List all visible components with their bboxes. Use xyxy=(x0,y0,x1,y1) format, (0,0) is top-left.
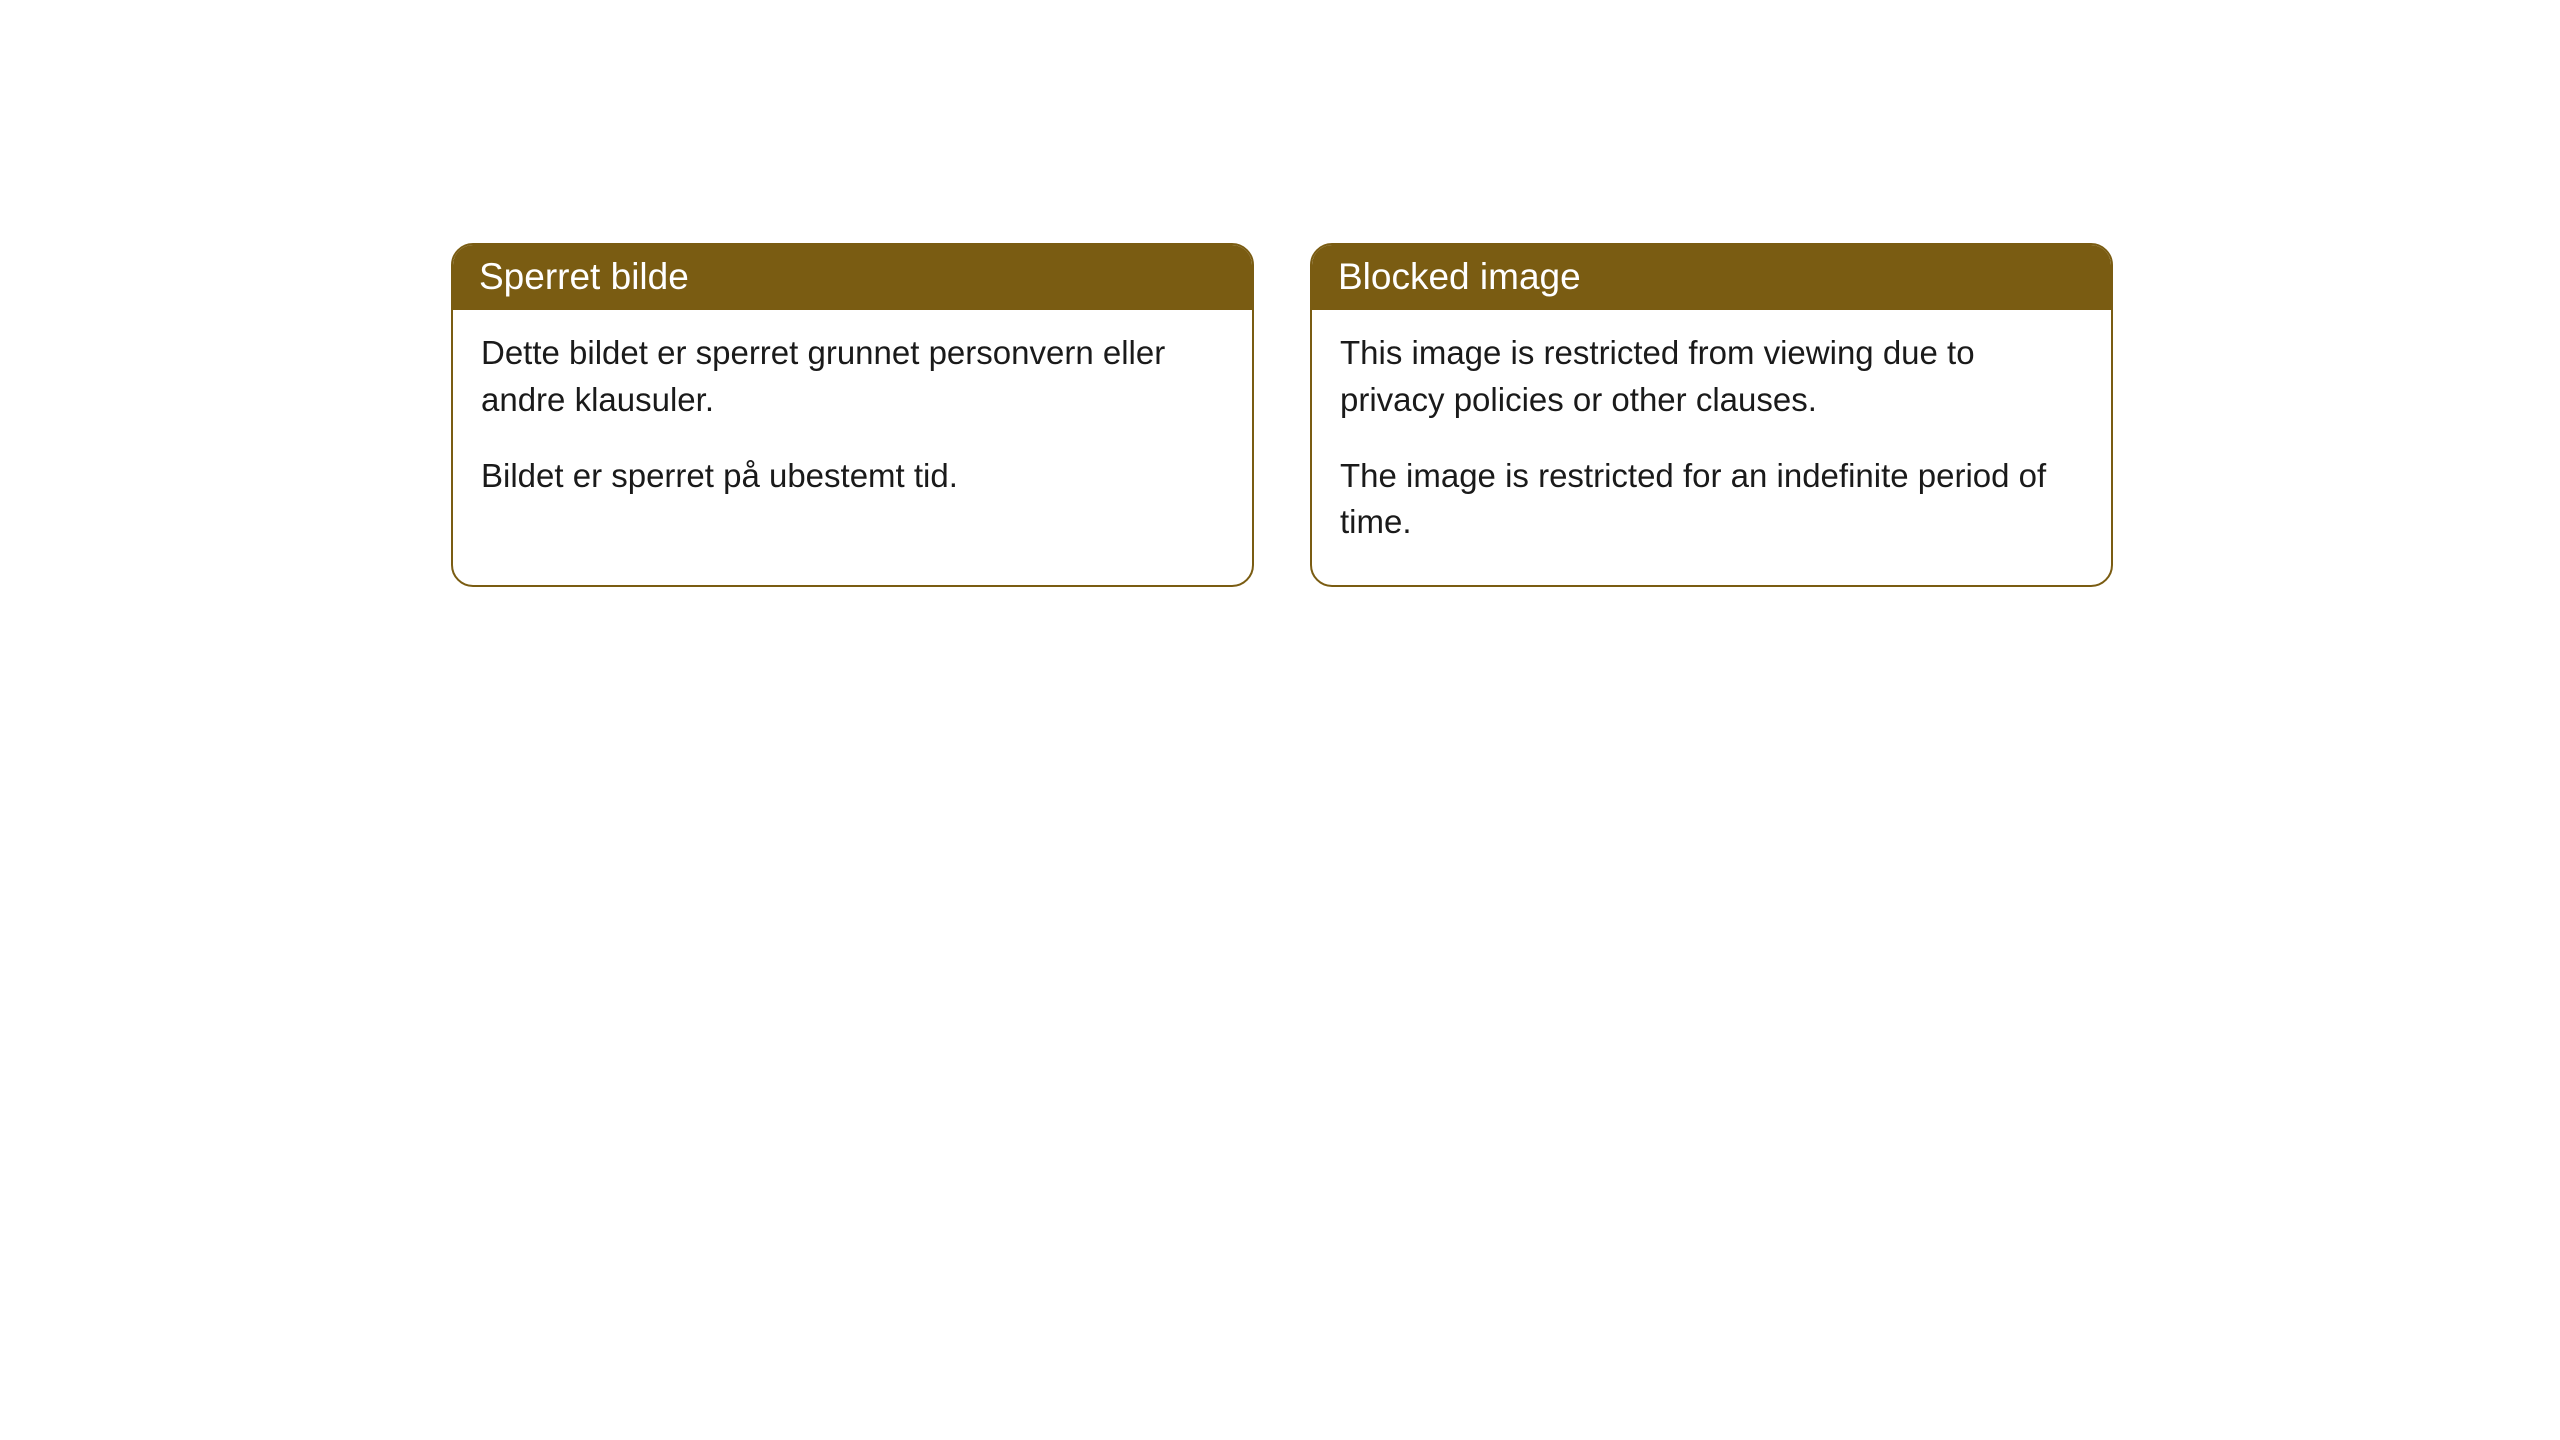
card-header-english: Blocked image xyxy=(1312,245,2111,310)
card-body-english: This image is restricted from viewing du… xyxy=(1312,310,2111,585)
card-body-norwegian: Dette bildet er sperret grunnet personve… xyxy=(453,310,1252,539)
card-title-english: Blocked image xyxy=(1338,256,1581,297)
card-english: Blocked image This image is restricted f… xyxy=(1310,243,2113,587)
card-header-norwegian: Sperret bilde xyxy=(453,245,1252,310)
card-norwegian: Sperret bilde Dette bildet er sperret gr… xyxy=(451,243,1254,587)
card-paragraph-1-english: This image is restricted from viewing du… xyxy=(1340,330,2083,422)
card-paragraph-2-english: The image is restricted for an indefinit… xyxy=(1340,453,2083,545)
cards-container: Sperret bilde Dette bildet er sperret gr… xyxy=(451,243,2113,587)
card-paragraph-1-norwegian: Dette bildet er sperret grunnet personve… xyxy=(481,330,1224,422)
card-title-norwegian: Sperret bilde xyxy=(479,256,689,297)
card-paragraph-2-norwegian: Bildet er sperret på ubestemt tid. xyxy=(481,453,1224,499)
